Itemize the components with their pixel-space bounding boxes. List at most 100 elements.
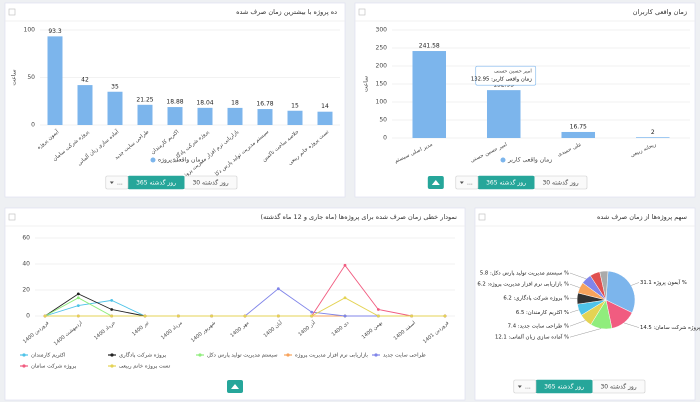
range-button-label[interactable]: ... xyxy=(467,179,473,186)
pie-slice xyxy=(599,270,609,301)
slice-label: پروژه شرکت پادگاری: 6.2 % xyxy=(503,295,569,302)
panel-title: ده پروژه با بیشترین زمان صرف شده xyxy=(236,8,337,16)
point xyxy=(76,314,80,318)
bar-value-label: 14 xyxy=(321,103,329,110)
y-axis-title: ساعت xyxy=(11,69,18,85)
icon xyxy=(231,384,239,389)
legend-label[interactable]: پروژه شرکت سامان xyxy=(31,363,77,370)
point xyxy=(143,314,147,318)
slice-label: پروژه شرکت سامان: 14.5 % xyxy=(640,324,700,331)
slice-label: طراحی سایت جدید: 7.4 % xyxy=(508,324,569,330)
bar xyxy=(561,131,596,138)
bar xyxy=(77,85,93,125)
bar xyxy=(257,109,273,125)
y-tick-label: 100 xyxy=(376,99,388,106)
legend-dot[interactable] xyxy=(110,364,114,368)
legend-dot[interactable] xyxy=(286,353,290,357)
range-button-label[interactable]: 30 روز گذشته xyxy=(542,178,578,186)
panel-tool[interactable] xyxy=(478,213,486,221)
point xyxy=(176,314,180,318)
legend-dot[interactable] xyxy=(198,353,202,357)
bar-value-label: 18.88 xyxy=(166,99,183,106)
panel-tool[interactable] xyxy=(8,213,16,221)
legend-label[interactable]: بازاریابی نرم افزار مدیریت پروژه xyxy=(295,353,369,359)
leader-line xyxy=(569,309,579,313)
bar-value-label: 18 xyxy=(231,99,239,106)
leader-line xyxy=(569,320,586,327)
legend-marker[interactable] xyxy=(150,157,156,163)
legend-label[interactable]: زمان واقعی کاربر xyxy=(507,157,552,164)
y-axis-title: ساعت xyxy=(363,76,370,92)
y-tick-label: 50 xyxy=(27,74,35,81)
legend-label[interactable]: طراحی سایت جدید xyxy=(383,353,426,359)
panel-title: نمودار خطی زمان صرف شده برای پروژه‌ها (م… xyxy=(261,213,458,221)
range-button-label[interactable]: ... xyxy=(117,179,123,186)
legend-dot[interactable] xyxy=(22,353,26,357)
tooltip-text: زمان واقعی کاربر: 132.95 xyxy=(471,76,532,83)
bar xyxy=(107,91,123,125)
panel-tool[interactable] xyxy=(358,8,366,16)
range-button[interactable] xyxy=(513,379,537,394)
icon xyxy=(431,180,440,185)
bar-value-label: 35 xyxy=(111,83,119,90)
legend-dot[interactable] xyxy=(22,364,26,368)
panel-tool[interactable] xyxy=(8,8,16,16)
bar xyxy=(287,110,303,125)
point xyxy=(110,314,114,318)
range-button-label[interactable]: ... xyxy=(525,383,531,390)
legend-marker[interactable] xyxy=(500,157,506,163)
bar-value-label: 93.3 xyxy=(48,28,62,35)
range-button-label[interactable]: 365 روز گذشته xyxy=(486,178,526,186)
panel xyxy=(4,207,466,401)
legend-label[interactable]: زمان واقعی پروژه xyxy=(158,157,204,164)
leader-line xyxy=(569,272,587,280)
y-tick-label: 20 xyxy=(22,287,30,294)
bar-value-label: 18.04 xyxy=(196,99,213,106)
bar-value-label: 16.75 xyxy=(570,123,587,130)
leader-line xyxy=(569,328,602,338)
bar xyxy=(412,51,447,138)
point xyxy=(43,314,47,318)
bar xyxy=(137,104,153,125)
caret xyxy=(517,385,522,388)
legend-label[interactable]: سیستم مدیریت تولید پارس دکل xyxy=(207,352,278,359)
legend-dot[interactable] xyxy=(374,353,378,357)
y-tick-label: 0 xyxy=(31,122,35,129)
legend-dot[interactable] xyxy=(110,353,114,357)
y-tick-label: 50 xyxy=(379,117,387,124)
bar-value-label: 15 xyxy=(291,102,299,109)
panel-title: سهم پروژه‌ها از زمان صرف شده xyxy=(597,213,687,221)
pie-slice xyxy=(605,270,636,314)
range-button-label[interactable]: 365 روز گذشته xyxy=(544,382,584,390)
legend-label[interactable]: اکثریم کارمندان xyxy=(31,352,65,359)
bar xyxy=(197,107,213,125)
range-button-label[interactable]: 30 روز گذشته xyxy=(192,178,228,186)
point xyxy=(76,292,80,296)
bar-value-label: 241.58 xyxy=(419,43,440,50)
y-tick-label: 100 xyxy=(24,27,36,34)
range-button-label[interactable]: 365 روز گذشته xyxy=(136,178,176,186)
slice-label: سیستم مدیریت تولید پارس دکل: 5.8 % xyxy=(480,270,569,277)
legend-label[interactable]: پروژه شرکت پادگاری xyxy=(119,352,167,359)
panel xyxy=(354,2,696,198)
point xyxy=(210,314,214,318)
point xyxy=(276,314,280,318)
slice-label: بازاریابی نرم افزار مدیریت پروژه: 6.2 % xyxy=(477,282,569,288)
y-tick-label: 150 xyxy=(376,81,388,88)
point xyxy=(310,310,314,314)
y-tick-label: 250 xyxy=(376,45,388,52)
range-button-label[interactable]: 30 روز گذشته xyxy=(600,382,636,390)
range-button[interactable] xyxy=(455,175,479,190)
leader-line xyxy=(569,283,580,288)
bar xyxy=(167,107,183,125)
y-tick-label: 300 xyxy=(376,27,388,34)
leader-line xyxy=(631,282,640,286)
range-button[interactable] xyxy=(105,175,129,190)
caret xyxy=(109,181,114,184)
legend-label[interactable]: تست پروژه خانم ربیعی xyxy=(119,364,171,370)
point xyxy=(110,299,114,302)
tooltip xyxy=(475,65,537,86)
slice-label: آیمون پروژه 31.1 % xyxy=(640,279,687,286)
bar-value-label: 21.25 xyxy=(136,96,153,103)
